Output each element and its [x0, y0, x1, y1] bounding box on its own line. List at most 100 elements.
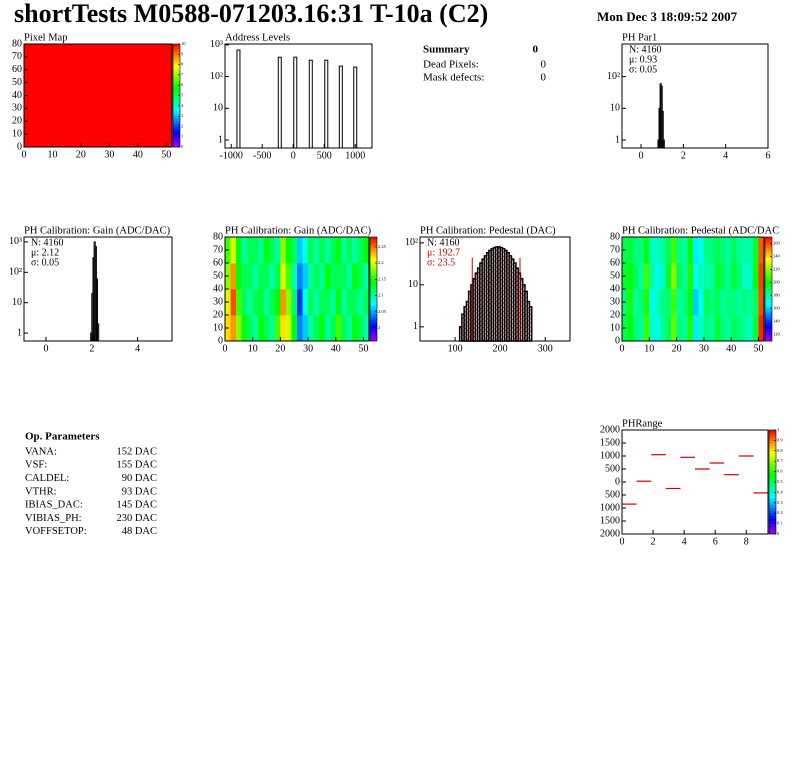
heatmap-cell: [643, 315, 650, 342]
heatmap-cell: [308, 289, 314, 316]
param-value: 93 DAC: [122, 486, 157, 497]
heatmap-cell: [627, 289, 634, 316]
chart: Address Levels -1000 -500 0 500 1000 1 10 10² 10³: [210, 32, 373, 161]
palette-step: [173, 100, 180, 104]
heatmap-cell: [363, 289, 370, 316]
heatmap-cell: [241, 263, 248, 290]
x-tick-label: 4: [135, 343, 140, 354]
x-tick-label: 4: [723, 150, 728, 161]
palette-frame: [764, 236, 773, 342]
x-tick-label: 200: [493, 343, 508, 354]
heatmap-cell: [758, 315, 765, 342]
heatmap-cell: [352, 289, 359, 316]
heatmap-cell: [330, 263, 337, 290]
summary-value: 0: [533, 44, 539, 56]
palette-step: [765, 239, 772, 243]
palette-label: 7: [181, 72, 184, 77]
heatmap-cell: [247, 289, 253, 316]
x-tick-label: 0: [620, 343, 625, 354]
frame: [621, 43, 769, 149]
heatmap-cell: [324, 263, 331, 290]
heatmap-cell: [676, 263, 683, 290]
x-tick-label: 0: [22, 149, 27, 160]
palette-step: [765, 257, 772, 261]
chart-title: PH Calibration: Gain (ADC/DAC): [24, 225, 171, 236]
y-tick-label: 10²: [210, 71, 223, 82]
heatmap-cell: [687, 289, 694, 316]
palette-step: [769, 456, 776, 459]
x-tick-label: 30: [699, 343, 709, 354]
heatmap-cell: [747, 315, 754, 342]
heatmap-cell: [638, 315, 645, 342]
param-label: VIBIAS_PH:: [25, 513, 82, 524]
heatmap-cell: [252, 237, 259, 264]
palette-step: [370, 312, 377, 316]
palette-step: [769, 450, 776, 454]
x-tick-label: 0: [291, 150, 296, 161]
palette-step: [370, 335, 377, 339]
palette-step: [370, 257, 377, 261]
palette-step: [765, 312, 772, 316]
heatmap-cell: [269, 289, 276, 316]
heatmap-cell: [725, 315, 732, 342]
heatmap-cell: [291, 315, 298, 342]
heatmap-cell: [346, 237, 353, 264]
heatmap-cell: [742, 237, 748, 264]
heatmap-cell: [285, 315, 292, 342]
heatmap-cell: [693, 237, 699, 264]
chart: PH Calibration: Pedestal (DAC) 100 200 300 1…: [405, 225, 571, 354]
y-tick-label: 70: [12, 51, 22, 62]
page-title: shortTests M0588-071203.16:31 T-10a (C2): [14, 0, 488, 28]
heatmap-cell: [324, 315, 331, 342]
palette-step: [370, 317, 377, 321]
heatmap-cell: [714, 237, 721, 264]
heatmap-cell: [676, 315, 683, 342]
heatmap-cell: [324, 237, 331, 264]
heatmap-cell: [230, 237, 237, 264]
palette-step: [769, 437, 776, 441]
heatmap-cell: [725, 263, 732, 290]
heatmap-cell: [352, 237, 359, 264]
param-value: 90 DAC: [122, 473, 157, 484]
heatmap-cell: [660, 289, 666, 316]
y-tick-label: 0: [218, 335, 223, 346]
palette-step: [769, 508, 776, 511]
palette-step: [765, 244, 772, 248]
palette-step: [769, 430, 776, 433]
palette-label: 0: [181, 144, 184, 149]
palette-step: [370, 281, 377, 285]
palette-step: [173, 80, 180, 83]
heatmap-cell: [357, 289, 364, 316]
heatmap-cell: [731, 237, 737, 264]
heatmap-cell: [720, 237, 727, 264]
palette-step: [173, 54, 180, 58]
palette-step: [765, 338, 772, 342]
heatmap-cell: [236, 263, 242, 290]
y-tick-label: 70: [213, 244, 223, 255]
heatmap-cell: [352, 263, 359, 290]
palette-step: [370, 286, 377, 290]
palette-step: [370, 304, 377, 308]
palette-step: [769, 505, 776, 509]
palette-step: [370, 330, 377, 334]
x-tick-label: 50: [358, 343, 368, 354]
heatmap-cell: [643, 263, 650, 290]
palette-step: [173, 59, 180, 63]
x-tick-label: 4: [682, 536, 687, 547]
palette-step: [769, 510, 776, 514]
heatmap-cell: [274, 237, 281, 264]
summary-title: Summary: [423, 44, 470, 56]
palette-step: [769, 502, 776, 506]
y-tick-label: 1: [218, 134, 223, 145]
heatmap-cell: [302, 315, 309, 342]
heatmap-cell: [676, 237, 683, 264]
palette-label: 220: [773, 267, 781, 272]
y-tick-label: 10: [12, 297, 22, 308]
x-tick-label: 0: [620, 536, 625, 547]
palette-label: 10: [181, 41, 186, 46]
palette-step: [765, 286, 772, 290]
palette-step: [769, 445, 776, 449]
heatmap-cell: [258, 237, 265, 264]
